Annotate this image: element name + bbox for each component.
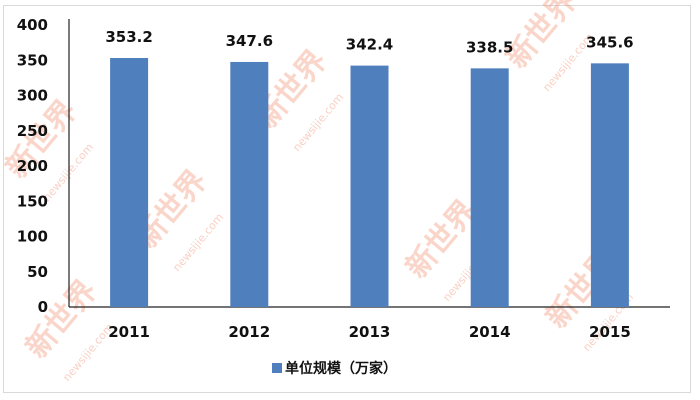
legend-swatch xyxy=(272,363,282,373)
x-tick-label: 2015 xyxy=(589,323,631,341)
bar-2014 xyxy=(470,68,509,307)
legend-label: 单位规模（万家） xyxy=(285,361,397,377)
x-tick-label: 2013 xyxy=(349,323,391,341)
legend: 单位规模（万家） xyxy=(272,358,397,378)
y-tick-label: 150 xyxy=(17,192,48,210)
y-tick-label: 300 xyxy=(17,87,48,105)
x-tick-label: 2014 xyxy=(469,323,511,341)
data-label: 347.6 xyxy=(226,32,273,50)
y-tick-label: 400 xyxy=(17,16,48,34)
data-label: 353.2 xyxy=(105,28,152,46)
y-tick-label: 0 xyxy=(38,298,48,316)
chart-frame xyxy=(3,5,691,393)
y-tick-label: 100 xyxy=(17,228,48,246)
y-tick-label: 250 xyxy=(17,122,48,140)
bar-2013 xyxy=(350,65,389,307)
x-tick-label: 2012 xyxy=(228,323,270,341)
data-label: 342.4 xyxy=(346,36,393,54)
y-tick-label: 200 xyxy=(17,157,48,175)
data-label: 345.6 xyxy=(586,33,633,51)
x-tick-label: 2011 xyxy=(108,323,150,341)
y-tick-label: 50 xyxy=(27,263,48,281)
bar-2011 xyxy=(110,57,149,307)
bar-2015 xyxy=(590,63,629,307)
bar-2012 xyxy=(230,61,269,307)
data-label: 338.5 xyxy=(466,38,513,56)
y-tick-label: 350 xyxy=(17,51,48,69)
